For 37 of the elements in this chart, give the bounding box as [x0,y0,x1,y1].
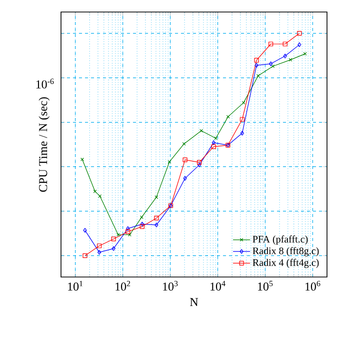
point [112,246,116,251]
point [240,130,244,136]
x-tick-label: 10$^{1}$ [68,280,83,291]
point [154,216,159,220]
point [254,58,259,63]
point [140,222,144,226]
point [297,31,302,36]
x-axis-title: N [190,298,198,306]
point [283,54,287,58]
point [268,42,274,46]
point [254,63,258,68]
legend-label: Radix 4 (fft4g.c) [252,258,319,268]
point [182,158,188,162]
point [82,253,88,258]
point [154,222,158,228]
legend-label: PFA (pfafft.c) [252,235,308,245]
point [198,162,202,168]
point [96,244,102,248]
y-axis-title: CPU Time / N (sec) [38,97,50,192]
point [111,236,116,242]
point [197,160,202,165]
x-tick-label: 10$^{3}$ [163,280,178,291]
point [126,226,130,231]
point [240,117,245,122]
x-tick-label: 10$^{5}$ [258,280,273,291]
point [282,42,288,46]
text: 10$^{-6}$ [36,78,54,88]
legend-label: Radix 8 (fft8g.c) [252,247,319,256]
point [97,250,102,255]
x-tick-label: 10$^{2}$ [116,280,130,291]
x-tick-label: 10$^{6}$ [306,280,320,291]
point [269,61,273,66]
x-tick-label: 10$^{4}$ [210,280,226,291]
point [183,176,187,181]
point [140,224,144,229]
point [211,144,216,150]
point [126,229,130,234]
